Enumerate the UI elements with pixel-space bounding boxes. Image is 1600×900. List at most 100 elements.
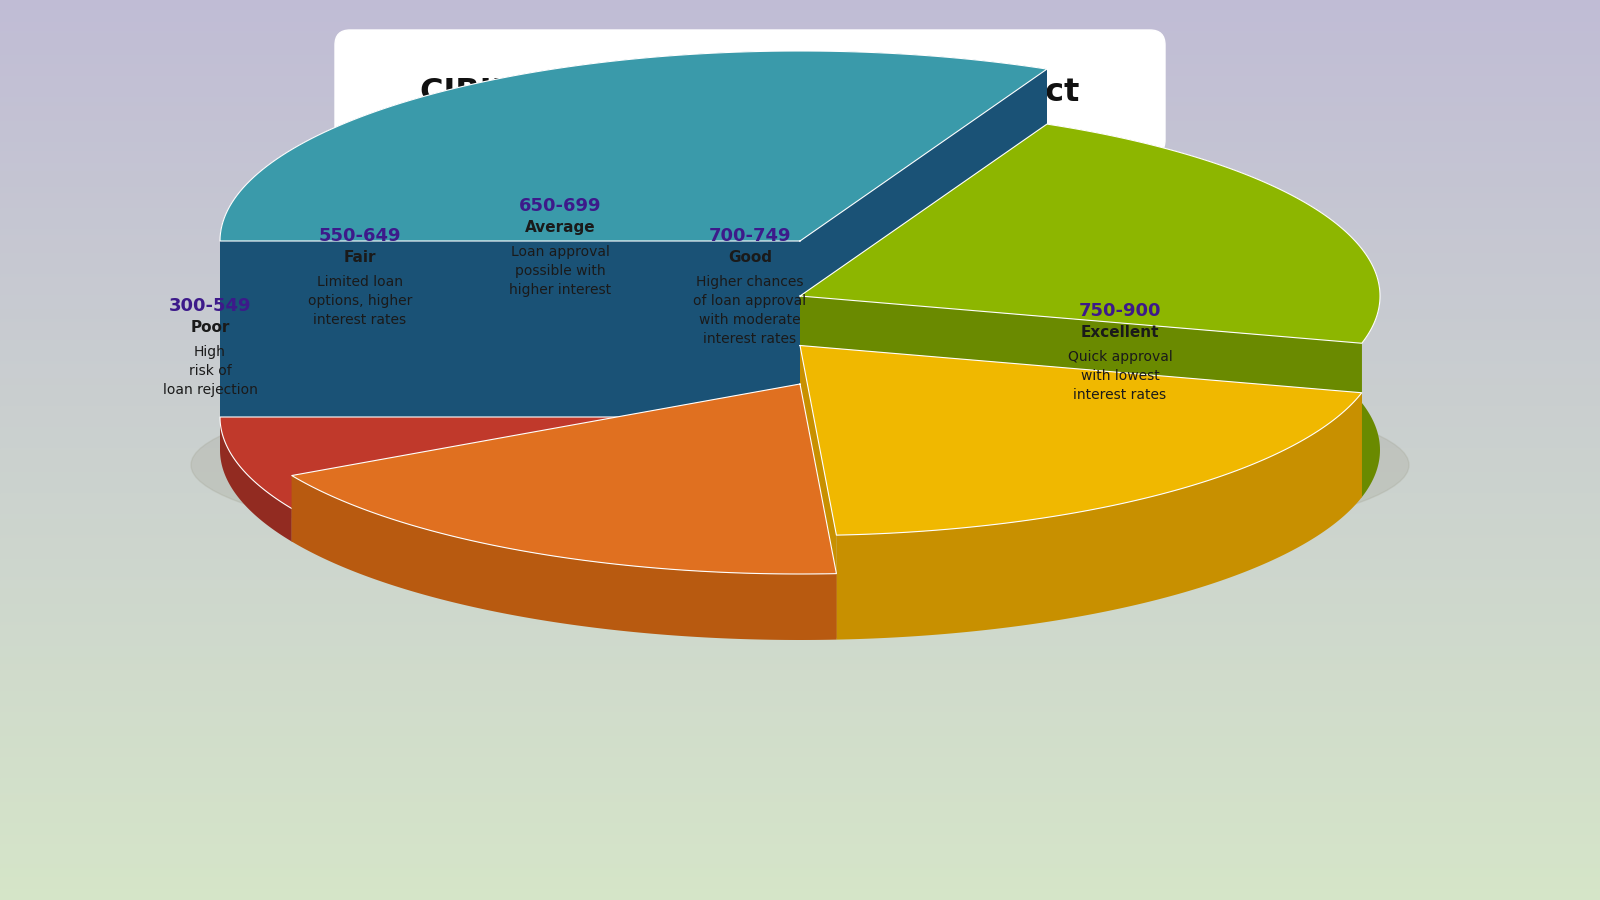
Bar — [0, 487, 1600, 492]
Bar — [0, 655, 1600, 660]
Bar — [0, 4, 1600, 9]
Bar — [0, 385, 1600, 390]
Bar — [0, 586, 1600, 591]
Bar — [0, 148, 1600, 153]
Bar — [0, 145, 1600, 150]
Bar — [0, 7, 1600, 12]
Bar — [0, 751, 1600, 756]
Bar — [0, 532, 1600, 537]
Bar — [0, 883, 1600, 888]
Bar — [0, 343, 1600, 348]
Bar — [0, 316, 1600, 321]
Bar — [0, 283, 1600, 288]
Bar — [0, 328, 1600, 333]
Bar — [0, 37, 1600, 42]
Bar — [0, 196, 1600, 201]
Polygon shape — [800, 346, 837, 640]
Bar — [0, 607, 1600, 612]
Bar — [0, 574, 1600, 579]
Polygon shape — [221, 417, 800, 508]
Bar — [0, 142, 1600, 147]
Bar — [0, 70, 1600, 75]
Bar — [0, 199, 1600, 204]
Bar — [0, 619, 1600, 624]
Bar — [0, 814, 1600, 819]
Bar — [0, 409, 1600, 414]
Bar — [0, 493, 1600, 498]
Bar — [0, 358, 1600, 363]
Bar — [0, 223, 1600, 228]
Bar — [0, 550, 1600, 555]
Bar — [0, 403, 1600, 408]
Bar — [0, 568, 1600, 573]
Bar — [0, 214, 1600, 219]
Bar — [0, 220, 1600, 225]
Bar — [0, 790, 1600, 795]
Bar — [0, 856, 1600, 861]
Bar — [0, 1, 1600, 6]
Text: 700-749: 700-749 — [709, 227, 792, 245]
Bar — [0, 400, 1600, 405]
Polygon shape — [800, 124, 1379, 343]
Bar — [0, 802, 1600, 807]
Bar — [0, 511, 1600, 516]
Text: Fair: Fair — [344, 250, 376, 265]
Text: CIBIL Score Ranges and Loan Impact: CIBIL Score Ranges and Loan Impact — [421, 76, 1080, 107]
Bar — [0, 106, 1600, 111]
Bar — [0, 265, 1600, 270]
Text: High
risk of
loan rejection: High risk of loan rejection — [163, 345, 258, 397]
Bar — [0, 637, 1600, 642]
Bar — [0, 772, 1600, 777]
Bar — [0, 661, 1600, 666]
Bar — [0, 169, 1600, 174]
Bar — [0, 889, 1600, 894]
Bar — [0, 133, 1600, 138]
Bar — [0, 85, 1600, 90]
Polygon shape — [837, 392, 1362, 640]
Bar — [0, 553, 1600, 558]
Bar — [0, 211, 1600, 216]
Bar — [0, 685, 1600, 690]
Bar — [0, 49, 1600, 54]
Bar — [0, 745, 1600, 750]
Bar — [0, 892, 1600, 897]
Bar — [0, 13, 1600, 18]
Bar — [0, 793, 1600, 798]
Polygon shape — [221, 51, 1046, 241]
Bar — [0, 616, 1600, 621]
Bar — [0, 478, 1600, 483]
Bar — [0, 457, 1600, 462]
Bar — [0, 625, 1600, 630]
Bar — [0, 730, 1600, 735]
Text: Excellent: Excellent — [1080, 325, 1160, 340]
Bar — [0, 100, 1600, 105]
Bar — [0, 754, 1600, 759]
Bar — [0, 370, 1600, 375]
Bar — [0, 508, 1600, 513]
Bar — [0, 829, 1600, 834]
Bar — [0, 448, 1600, 453]
Bar — [0, 835, 1600, 840]
Ellipse shape — [190, 370, 1410, 560]
Bar — [0, 613, 1600, 618]
Text: 650-699: 650-699 — [518, 197, 602, 215]
Bar — [0, 874, 1600, 879]
Bar — [0, 562, 1600, 567]
Bar — [0, 778, 1600, 783]
Bar — [0, 631, 1600, 636]
Polygon shape — [221, 51, 1046, 450]
Bar — [0, 73, 1600, 78]
Bar — [0, 640, 1600, 645]
Bar — [0, 313, 1600, 318]
Bar — [0, 571, 1600, 576]
Bar — [0, 193, 1600, 198]
Bar — [0, 166, 1600, 171]
Bar — [0, 442, 1600, 447]
Bar — [0, 649, 1600, 654]
Bar — [0, 412, 1600, 417]
Bar — [0, 877, 1600, 882]
Bar — [0, 796, 1600, 801]
Bar — [0, 880, 1600, 885]
Text: 550-649: 550-649 — [318, 227, 402, 245]
Bar — [0, 832, 1600, 837]
